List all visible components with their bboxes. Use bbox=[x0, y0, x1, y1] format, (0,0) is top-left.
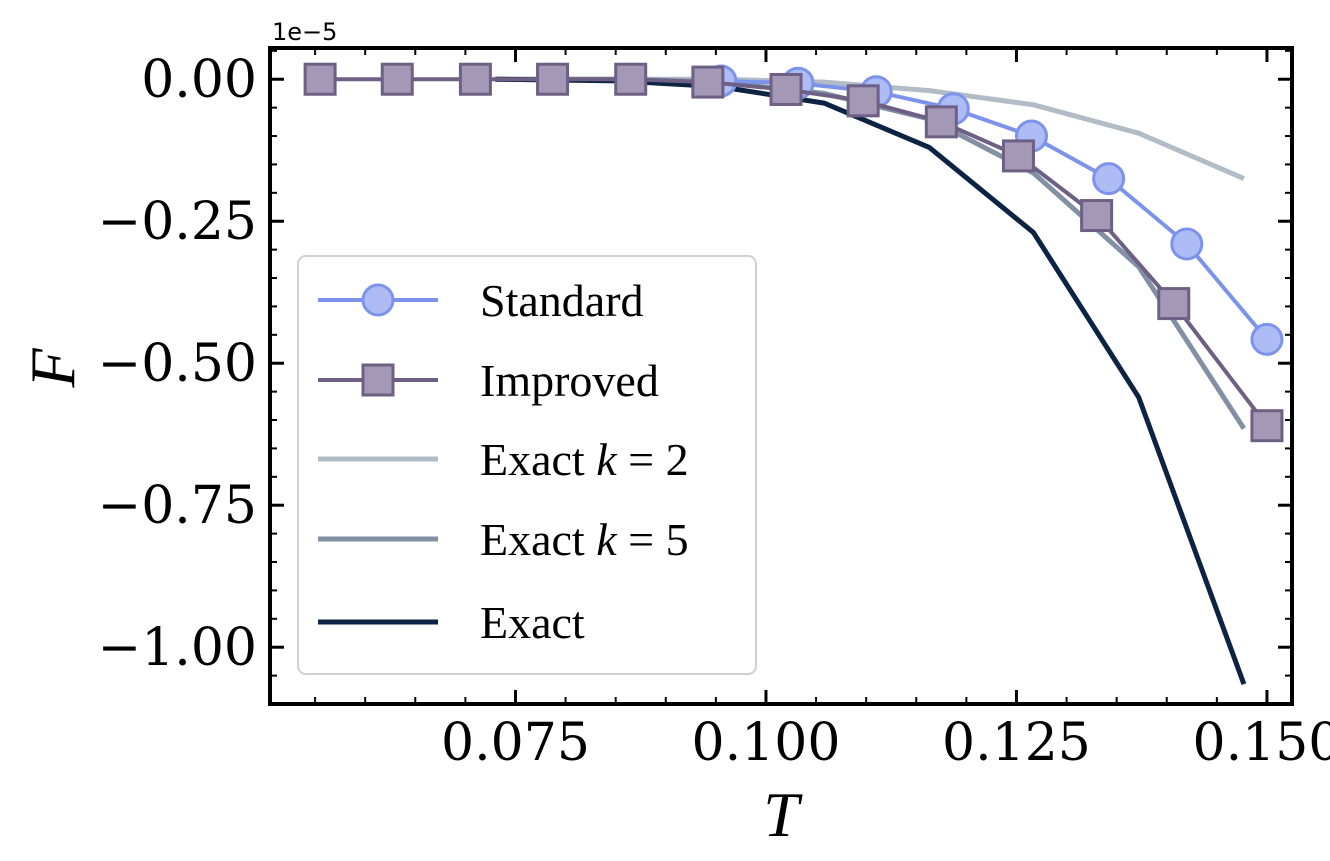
y-tick-label: −1.00 bbox=[98, 618, 257, 678]
x-axis-title: T bbox=[763, 779, 803, 850]
legend-exact-k-2-label: Exact k = 2 bbox=[480, 434, 689, 485]
legend-exact-k-5-label: Exact k = 5 bbox=[480, 514, 689, 565]
y-tick-label: −0.25 bbox=[98, 192, 257, 252]
series-standard-point bbox=[1092, 162, 1126, 196]
legend-entries: Standard Improved Exact k = 2 Exact k = 5 Ex… bbox=[318, 275, 689, 648]
y-tick-label: −0.75 bbox=[98, 476, 257, 536]
legend-box bbox=[297, 255, 757, 675]
series-improved-point bbox=[924, 105, 958, 139]
legend-standard-marker bbox=[361, 283, 395, 317]
series-improved-point bbox=[303, 62, 337, 96]
series-improved-point bbox=[536, 62, 570, 96]
series-improved-point bbox=[769, 72, 803, 106]
x-tick-label: 0.075 bbox=[441, 713, 590, 773]
x-tick-label: 0.125 bbox=[942, 713, 1091, 773]
series-improved-point bbox=[1080, 199, 1114, 233]
series-improved-point bbox=[380, 62, 414, 96]
series-improved-point bbox=[458, 62, 492, 96]
legend-improved-label: Improved bbox=[480, 355, 659, 406]
tick-labels: 0.075 0.100 0.125 0.150 0.00 −0.25 −0.50 −0.75 −… bbox=[98, 50, 1330, 773]
y-offset-label: 1e−5 bbox=[272, 18, 337, 46]
series-improved-point bbox=[1250, 409, 1284, 443]
series-standard-point bbox=[1170, 227, 1204, 261]
legend-improved-marker bbox=[361, 363, 395, 397]
series-standard-point bbox=[1250, 322, 1284, 356]
plot-area bbox=[268, 46, 1294, 706]
series-improved-point bbox=[1157, 287, 1191, 321]
x-tick-label: 0.100 bbox=[692, 713, 841, 773]
series-improved-point bbox=[846, 84, 880, 118]
legend-exact-label: Exact bbox=[480, 597, 585, 648]
legend: Standard Improved Exact k = 2 Exact k = 5 Ex… bbox=[297, 255, 757, 675]
series-layer bbox=[303, 62, 1284, 685]
axes-frame bbox=[268, 46, 1294, 706]
y-tick-label: 0.00 bbox=[141, 50, 257, 110]
legend-standard-label: Standard bbox=[480, 275, 644, 326]
x-tick-label: 0.150 bbox=[1193, 713, 1330, 773]
series-improved-point bbox=[691, 65, 725, 99]
y-tick-label: −0.50 bbox=[98, 334, 257, 394]
y-axis-title: F bbox=[17, 348, 88, 389]
series-improved-point bbox=[1001, 139, 1035, 173]
series-improved-point bbox=[614, 62, 648, 96]
